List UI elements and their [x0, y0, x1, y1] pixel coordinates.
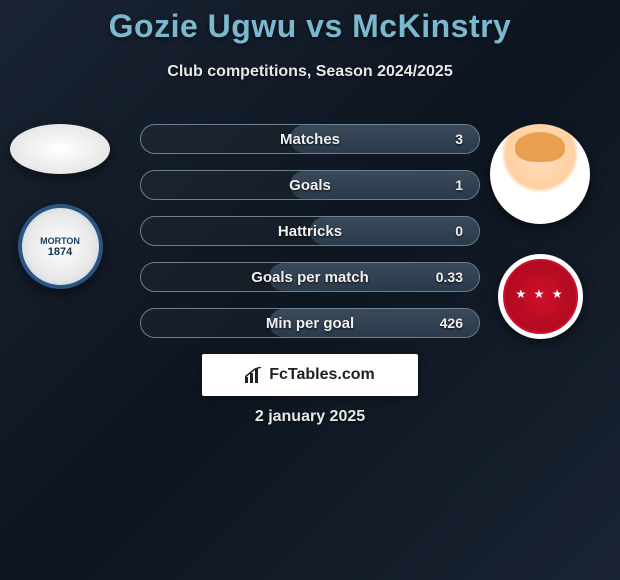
stat-value: 0.33 [436, 263, 463, 291]
player-right-club-badge [498, 254, 583, 339]
stat-label: Min per goal [141, 309, 479, 337]
badge-left-year: 1874 [48, 246, 72, 258]
date-label: 2 january 2025 [0, 408, 620, 426]
stat-label: Goals [141, 171, 479, 199]
chart-icon [245, 367, 263, 383]
stat-row-goals: Goals 1 [140, 170, 480, 200]
stat-value: 426 [440, 309, 463, 337]
stats-list: Matches 3 Goals 1 Hattricks 0 Goals per … [140, 124, 480, 354]
stat-value: 0 [455, 217, 463, 245]
stat-label: Hattricks [141, 217, 479, 245]
subtitle: Club competitions, Season 2024/2025 [0, 63, 620, 81]
stat-row-hattricks: Hattricks 0 [140, 216, 480, 246]
stat-value: 1 [455, 171, 463, 199]
comparison-card: Gozie Ugwu vs McKinstry Club competition… [0, 0, 620, 580]
badge-left-text: MORTON [40, 236, 80, 246]
player-right-photo [490, 124, 590, 224]
stat-row-goals-per-match: Goals per match 0.33 [140, 262, 480, 292]
stat-label: Matches [141, 125, 479, 153]
stat-row-matches: Matches 3 [140, 124, 480, 154]
stat-row-min-per-goal: Min per goal 426 [140, 308, 480, 338]
player-left-column: MORTON 1874 [10, 124, 110, 289]
stat-label: Goals per match [141, 263, 479, 291]
brand-badge: FcTables.com [202, 354, 418, 396]
player-left-photo [10, 124, 110, 174]
page-title: Gozie Ugwu vs McKinstry [0, 8, 620, 45]
player-right-column [490, 124, 590, 339]
player-left-club-badge: MORTON 1874 [18, 204, 103, 289]
stat-value: 3 [455, 125, 463, 153]
brand-text: FcTables.com [269, 366, 375, 384]
